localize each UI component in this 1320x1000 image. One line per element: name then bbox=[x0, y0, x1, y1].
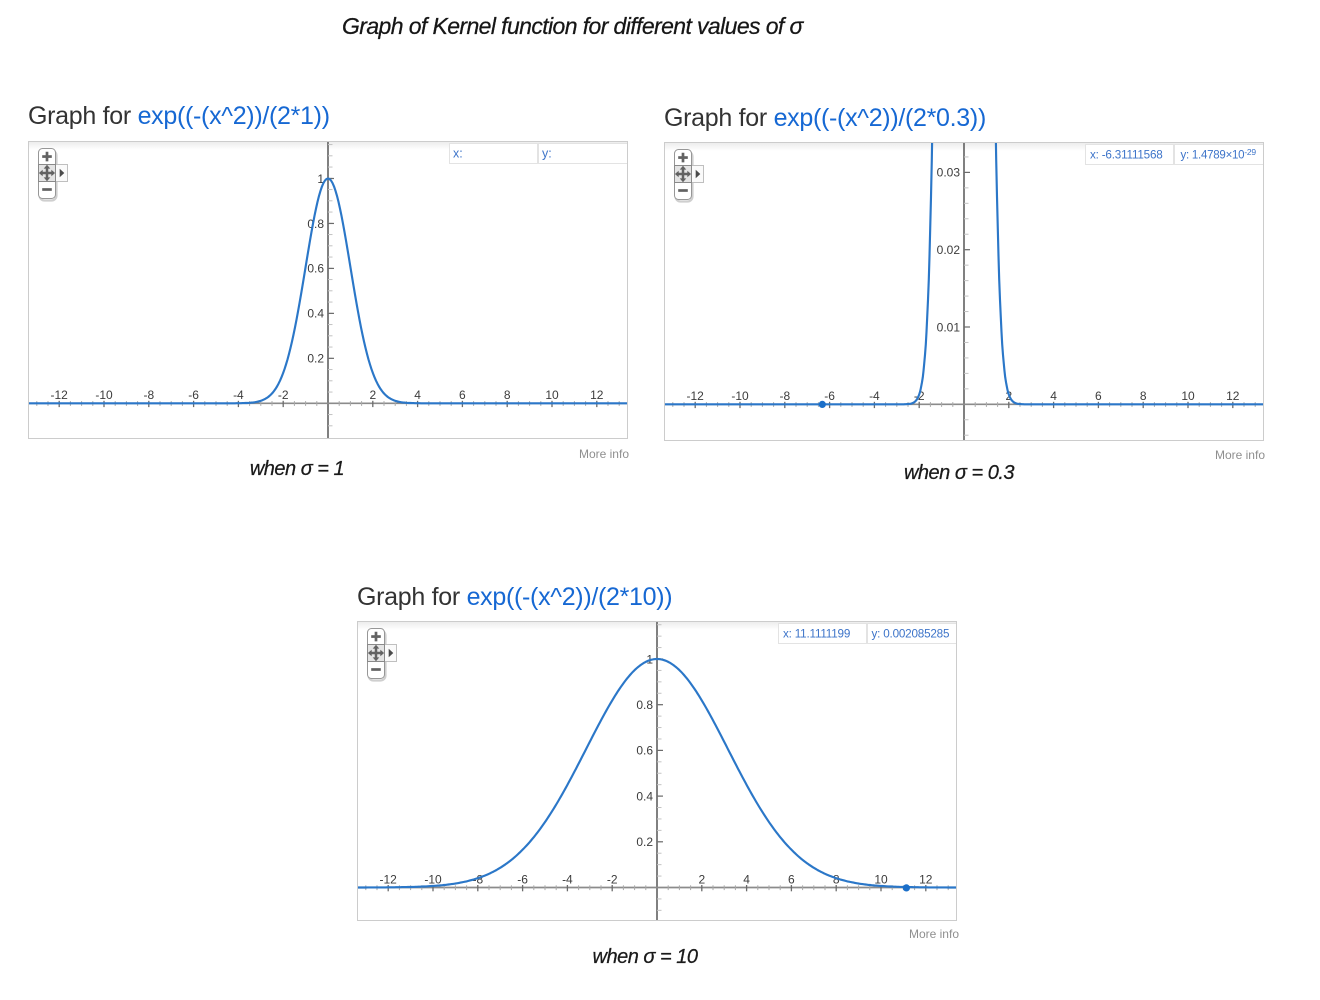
svg-text:-10: -10 bbox=[731, 389, 749, 403]
svg-text:4: 4 bbox=[414, 388, 421, 402]
svg-text:-6: -6 bbox=[517, 872, 528, 886]
svg-text:8: 8 bbox=[1140, 389, 1147, 403]
svg-text:-12: -12 bbox=[51, 388, 69, 402]
svg-text:0.02: 0.02 bbox=[937, 243, 961, 257]
svg-text:-4: -4 bbox=[869, 389, 880, 403]
svg-text:-8: -8 bbox=[143, 388, 154, 402]
svg-text:y: 0.002085285: y: 0.002085285 bbox=[872, 627, 950, 640]
svg-text:6: 6 bbox=[459, 388, 466, 402]
svg-text:0.8: 0.8 bbox=[307, 217, 324, 231]
svg-text:2: 2 bbox=[698, 872, 705, 886]
svg-text:x:: x: bbox=[453, 147, 463, 161]
svg-text:-4: -4 bbox=[233, 388, 244, 402]
svg-text:0.4: 0.4 bbox=[307, 307, 324, 321]
svg-text:4: 4 bbox=[1050, 389, 1057, 403]
svg-text:2: 2 bbox=[369, 388, 376, 402]
svg-text:6: 6 bbox=[788, 872, 795, 886]
svg-text:0.4: 0.4 bbox=[636, 789, 653, 803]
svg-text:0.8: 0.8 bbox=[636, 698, 653, 712]
svg-text:0.03: 0.03 bbox=[937, 166, 961, 180]
svg-text:-12: -12 bbox=[380, 872, 398, 886]
svg-text:0.2: 0.2 bbox=[307, 352, 324, 366]
svg-text:-10: -10 bbox=[95, 388, 113, 402]
svg-text:x: -6.31111568: x: -6.31111568 bbox=[1090, 148, 1163, 161]
svg-text:-8: -8 bbox=[779, 389, 790, 403]
svg-text:8: 8 bbox=[504, 388, 511, 402]
svg-text:0.2: 0.2 bbox=[636, 835, 653, 849]
svg-text:12: 12 bbox=[1226, 389, 1240, 403]
svg-text:10: 10 bbox=[1181, 389, 1195, 403]
svg-text:1: 1 bbox=[317, 172, 324, 186]
svg-text:12: 12 bbox=[590, 388, 604, 402]
svg-text:-2: -2 bbox=[278, 388, 289, 402]
svg-text:0.6: 0.6 bbox=[636, 744, 653, 758]
svg-text:-12: -12 bbox=[687, 389, 705, 403]
svg-text:10: 10 bbox=[874, 872, 888, 886]
svg-text:10: 10 bbox=[545, 388, 559, 402]
svg-text:y:: y: bbox=[542, 147, 552, 161]
svg-text:-6: -6 bbox=[824, 389, 835, 403]
svg-text:-6: -6 bbox=[188, 388, 199, 402]
svg-text:y: 1.4789×10-29: y: 1.4789×10-29 bbox=[1181, 147, 1257, 162]
svg-text:-2: -2 bbox=[607, 872, 618, 886]
svg-text:0.6: 0.6 bbox=[307, 262, 324, 276]
svg-text:-8: -8 bbox=[472, 872, 483, 886]
svg-text:4: 4 bbox=[743, 872, 750, 886]
svg-text:-4: -4 bbox=[562, 872, 573, 886]
svg-text:6: 6 bbox=[1095, 389, 1102, 403]
svg-text:12: 12 bbox=[919, 872, 933, 886]
svg-text:-10: -10 bbox=[424, 872, 442, 886]
svg-text:x: 11.1111199: x: 11.1111199 bbox=[783, 627, 850, 640]
svg-text:0.01: 0.01 bbox=[937, 320, 961, 334]
